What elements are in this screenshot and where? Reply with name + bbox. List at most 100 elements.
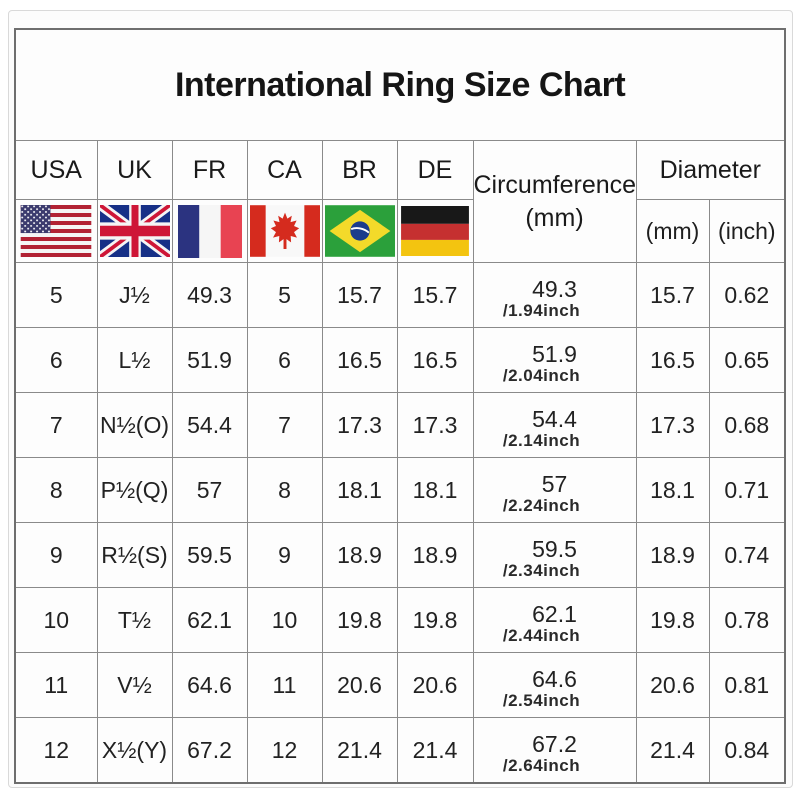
de-size-cell: 16.5 bbox=[396, 327, 474, 393]
diameter-inch-cell: 0.71 bbox=[708, 457, 786, 523]
fr-size-cell: 57 bbox=[171, 457, 248, 523]
canada-flag-icon bbox=[249, 205, 320, 257]
uk-size-cell: N½(O) bbox=[96, 392, 173, 458]
br-size-cell: 19.8 bbox=[321, 587, 398, 653]
col-header-diameter: Diameter bbox=[635, 140, 786, 200]
circumference-mm-value: 54.4 bbox=[532, 405, 577, 432]
flag-row: (mm) (inch) bbox=[14, 199, 786, 263]
circumference-cell: 64.6/2.54inch bbox=[472, 652, 637, 718]
diameter-mm-cell: 19.8 bbox=[635, 587, 710, 653]
column-header-row: USA UK FR CA BR DE Circumference (mm) Di… bbox=[14, 140, 786, 263]
diameter-inch-cell: 0.74 bbox=[708, 522, 786, 588]
de-size-cell: 21.4 bbox=[396, 717, 474, 784]
usa-size-cell: 11 bbox=[14, 652, 98, 718]
fr-size-cell: 67.2 bbox=[171, 717, 248, 784]
uk-size-cell: L½ bbox=[96, 327, 173, 393]
br-size-cell: 20.6 bbox=[321, 652, 398, 718]
usa-size-cell: 7 bbox=[14, 392, 98, 458]
uk-size-cell: V½ bbox=[96, 652, 173, 718]
diameter-inch-cell: 0.65 bbox=[708, 327, 786, 393]
diameter-inch-cell: 0.78 bbox=[708, 587, 786, 653]
fr-size-cell: 54.4 bbox=[171, 392, 248, 458]
circumference-cell: 67.2/2.64inch bbox=[472, 717, 637, 784]
page-title: International Ring Size Chart bbox=[14, 28, 786, 141]
circumference-mm-value: 64.6 bbox=[532, 665, 577, 692]
br-size-cell: 18.9 bbox=[321, 522, 398, 588]
germany-flag-cell bbox=[396, 199, 474, 263]
circumference-inch-value: /2.34inch bbox=[502, 560, 581, 580]
br-size-cell: 16.5 bbox=[321, 327, 398, 393]
chart-card: International Ring Size Chart USA UK FR … bbox=[8, 10, 793, 788]
col-header-diameter-inch: (inch) bbox=[708, 199, 786, 263]
br-size-cell: 15.7 bbox=[321, 262, 398, 328]
de-size-cell: 17.3 bbox=[396, 392, 474, 458]
diameter-inch-cell: 0.68 bbox=[708, 392, 786, 458]
col-header-de: DE bbox=[396, 140, 474, 200]
title-row: International Ring Size Chart bbox=[14, 28, 786, 141]
table-row: 9 R½(S) 59.5 9 18.9 18.9 59.5/2.34inch 18.9 0.74 bbox=[14, 522, 786, 588]
fr-size-cell: 64.6 bbox=[171, 652, 248, 718]
ca-size-cell: 7 bbox=[246, 392, 323, 458]
uk-size-cell: R½(S) bbox=[96, 522, 173, 588]
fr-size-cell: 62.1 bbox=[171, 587, 248, 653]
de-size-cell: 19.8 bbox=[396, 587, 474, 653]
table-row: 12 X½(Y) 67.2 12 21.4 21.4 67.2/2.64inch 21.4 0.… bbox=[14, 717, 786, 784]
diameter-mm-cell: 18.1 bbox=[635, 457, 710, 523]
col-header-fr: FR bbox=[171, 140, 248, 200]
ca-size-cell: 8 bbox=[246, 457, 323, 523]
france-flag-icon bbox=[177, 204, 242, 258]
circumference-unit: (mm) bbox=[525, 203, 584, 232]
table-row: 11 V½ 64.6 11 20.6 20.6 64.6/2.54inch 20.6 0.81 bbox=[14, 652, 786, 718]
col-header-br: BR bbox=[321, 140, 398, 200]
usa-flag-cell bbox=[14, 199, 98, 263]
circumference-inch-value: /2.14inch bbox=[502, 430, 581, 450]
de-size-cell: 18.1 bbox=[396, 457, 474, 523]
diameter-mm-cell: 20.6 bbox=[635, 652, 710, 718]
table-body: 5 J½ 49.3 5 15.7 15.7 49.3/1.94inch 15.7 0.62 6 L½… bbox=[14, 262, 786, 784]
circumference-inch-value: /2.54inch bbox=[502, 690, 581, 710]
circumference-inch-value: /2.04inch bbox=[502, 365, 581, 385]
circumference-cell: 54.4/2.14inch bbox=[472, 392, 637, 458]
uk-size-cell: J½ bbox=[96, 262, 173, 328]
br-size-cell: 17.3 bbox=[321, 392, 398, 458]
circumference-mm-value: 67.2 bbox=[532, 730, 577, 757]
diameter-mm-cell: 15.7 bbox=[635, 262, 710, 328]
usa-flag-icon bbox=[20, 205, 92, 257]
circumference-label: Circumference bbox=[473, 171, 636, 199]
uk-size-cell: X½(Y) bbox=[96, 717, 173, 784]
usa-size-cell: 6 bbox=[14, 327, 98, 393]
circumference-mm-value: 49.3 bbox=[532, 275, 577, 302]
ring-size-table: International Ring Size Chart USA UK FR … bbox=[14, 28, 787, 784]
circumference-cell: 59.5/2.34inch bbox=[472, 522, 637, 588]
ca-size-cell: 10 bbox=[246, 587, 323, 653]
circumference-mm-value: 51.9 bbox=[532, 340, 577, 367]
circumference-inch-value: /1.94inch bbox=[502, 300, 581, 320]
col-header-diameter-mm: (mm) bbox=[635, 199, 710, 263]
diameter-mm-cell: 21.4 bbox=[635, 717, 710, 784]
fr-size-cell: 49.3 bbox=[171, 262, 248, 328]
circumference-inch-value: /2.44inch bbox=[502, 625, 581, 645]
uk-flag-icon bbox=[99, 205, 170, 257]
col-header-usa: USA bbox=[14, 140, 98, 200]
ca-size-cell: 6 bbox=[246, 327, 323, 393]
ca-size-cell: 5 bbox=[246, 262, 323, 328]
germany-flag-icon bbox=[400, 206, 470, 256]
uk-flag-cell bbox=[96, 199, 173, 263]
ca-size-cell: 12 bbox=[246, 717, 323, 784]
col-header-uk: UK bbox=[96, 140, 173, 200]
circumference-cell: 62.1/2.44inch bbox=[472, 587, 637, 653]
uk-size-cell: P½(Q) bbox=[96, 457, 173, 523]
table-row: 7 N½(O) 54.4 7 17.3 17.3 54.4/2.14inch 17.3 0.68 bbox=[14, 392, 786, 458]
brazil-flag-cell bbox=[321, 199, 398, 263]
circumference-cell: 49.3/1.94inch bbox=[472, 262, 637, 328]
diameter-inch-cell: 0.81 bbox=[708, 652, 786, 718]
diameter-mm-cell: 18.9 bbox=[635, 522, 710, 588]
diameter-inch-cell: 0.84 bbox=[708, 717, 786, 784]
france-flag-cell bbox=[171, 199, 248, 263]
circumference-cell: 57/2.24inch bbox=[472, 457, 637, 523]
uk-size-cell: T½ bbox=[96, 587, 173, 653]
circumference-mm-value: 59.5 bbox=[532, 535, 577, 562]
fr-size-cell: 59.5 bbox=[171, 522, 248, 588]
diameter-mm-cell: 17.3 bbox=[635, 392, 710, 458]
ca-size-cell: 9 bbox=[246, 522, 323, 588]
